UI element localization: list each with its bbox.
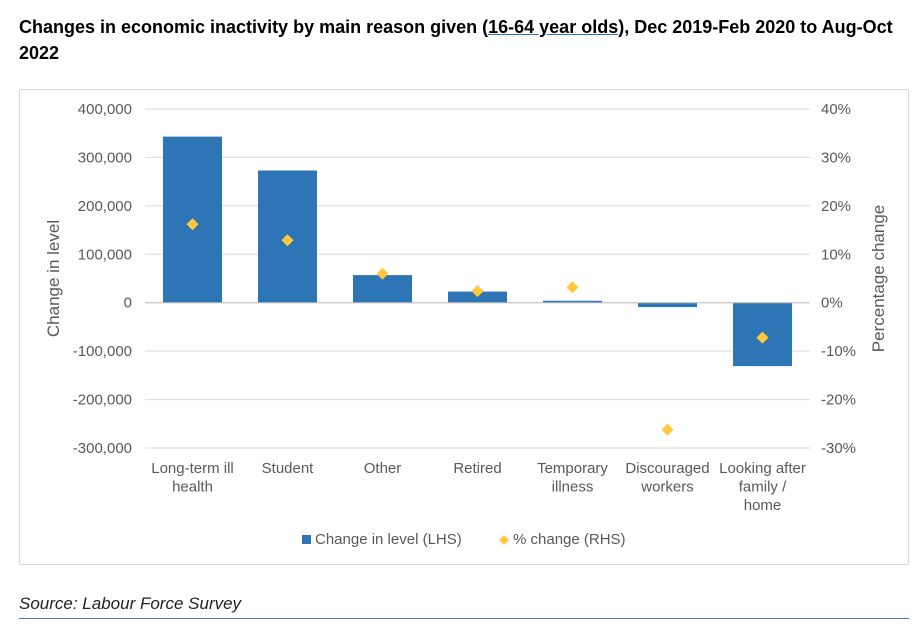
y2-tick-label: -10% bbox=[821, 343, 856, 360]
y-tick-label: 0 bbox=[124, 295, 132, 312]
y2-axis-label: Percentage change bbox=[869, 205, 888, 352]
chart-svg: 400,000 40% 300,000 30% 200,000 20% 100,000 10%… bbox=[44, 101, 888, 548]
chart-title: Changes in economic inactivity by main r… bbox=[19, 14, 909, 66]
title-link[interactable]: 16-64 year olds bbox=[488, 17, 619, 37]
y-tick-label: 300,000 bbox=[78, 149, 132, 166]
x-tick-label: Discouraged bbox=[625, 460, 709, 477]
y-tick-label: 200,000 bbox=[78, 198, 132, 215]
source-note: Source: Labour Force Survey bbox=[19, 594, 242, 613]
legend-bar-label: Change in level (LHS) bbox=[315, 531, 462, 548]
y2-tick-label: 40% bbox=[821, 101, 851, 118]
bar bbox=[448, 291, 507, 303]
pct-marker bbox=[471, 285, 484, 298]
y-tick-label: -200,000 bbox=[73, 392, 132, 409]
x-tick-label: Looking after bbox=[719, 460, 806, 477]
y-tick-label: 100,000 bbox=[78, 246, 132, 263]
bar bbox=[638, 302, 697, 308]
chart-area: 400,000 40% 300,000 30% 200,000 20% 100,000 10%… bbox=[19, 89, 909, 565]
x-tick-label: home bbox=[744, 497, 782, 514]
y2-tick-label: -30% bbox=[821, 440, 856, 457]
x-tick-label: Retired bbox=[453, 460, 501, 477]
pct-marker bbox=[661, 423, 674, 436]
bar bbox=[543, 300, 602, 303]
x-tick-label: illness bbox=[552, 479, 594, 496]
pct-marker bbox=[186, 218, 199, 231]
x-tick-label: Other bbox=[364, 460, 402, 477]
y-tick-label: 400,000 bbox=[78, 101, 132, 118]
y2-tick-label: 0% bbox=[821, 295, 843, 312]
x-tick-label: Student bbox=[262, 460, 315, 477]
y-tick-label: -300,000 bbox=[73, 440, 132, 457]
x-tick-label: Temporary bbox=[537, 460, 608, 477]
x-tick-label: Long-term ill bbox=[151, 460, 234, 477]
legend-marker-label: % change (RHS) bbox=[513, 531, 626, 548]
title-text-post: ), Dec 2019-Feb 2020 to Aug-Oct 2022 bbox=[19, 17, 893, 63]
pct-marker bbox=[376, 267, 389, 280]
y-tick-label: -100,000 bbox=[73, 343, 132, 360]
y2-tick-label: 10% bbox=[821, 246, 851, 263]
x-tick-label: workers bbox=[640, 479, 694, 496]
y2-tick-label: 30% bbox=[821, 149, 851, 166]
y2-tick-label: 20% bbox=[821, 198, 851, 215]
title-text-pre: Changes in economic inactivity by main r… bbox=[19, 17, 489, 37]
pct-marker bbox=[281, 234, 294, 247]
bottom-divider bbox=[19, 618, 909, 619]
x-tick-label: family / bbox=[739, 479, 787, 496]
y2-tick-label: -20% bbox=[821, 392, 856, 409]
legend-bar-swatch bbox=[302, 535, 311, 544]
pct-marker bbox=[756, 331, 769, 344]
pct-marker bbox=[566, 281, 579, 294]
legend-marker-swatch bbox=[499, 535, 509, 545]
y-axis-label: Change in level bbox=[44, 220, 63, 337]
x-tick-label: health bbox=[172, 479, 213, 496]
bar bbox=[353, 275, 412, 303]
